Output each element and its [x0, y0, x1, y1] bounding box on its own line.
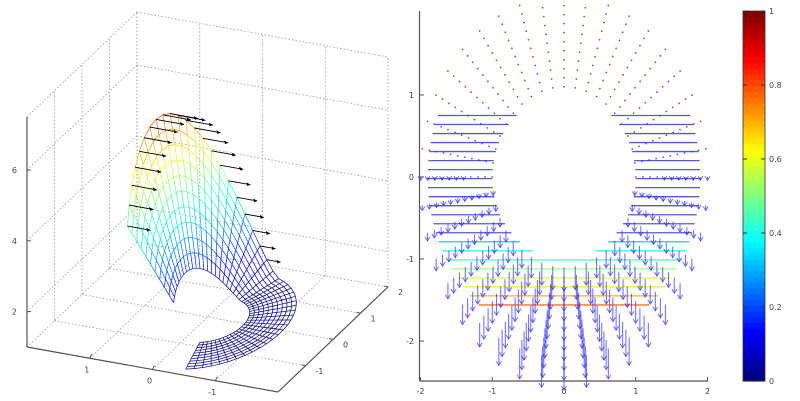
- colorbar-tick-label: 0.8: [769, 81, 782, 90]
- colorbar-tick-label: 1: [769, 7, 774, 16]
- x-tick-label: -2: [417, 387, 425, 396]
- x-tick-label: 0: [561, 387, 566, 396]
- right-quiver-axes: 1 0 -1 -2 -2 -1 0 1 2: [406, 4, 711, 396]
- y-tick-label: 0: [409, 173, 414, 182]
- y-tick-label: 1: [371, 314, 376, 323]
- grid-3d: [26, 11, 389, 393]
- y-tick-label: 1: [409, 91, 414, 100]
- z-tick-label: 2: [12, 308, 17, 317]
- y-tick-label: 0: [343, 341, 348, 350]
- normal-arrows: [127, 113, 281, 264]
- colorbar-tick-label: 0: [769, 377, 774, 386]
- colorbar-tick-label: 0.4: [769, 229, 782, 238]
- x-tick-label: -1: [488, 387, 496, 396]
- surface-mesh: [127, 113, 297, 370]
- x-tick-label: 0: [147, 377, 152, 386]
- axes-3d: 2 4 6 1 0 -1 -1 0 1 2: [12, 117, 403, 397]
- axes-2d: 1 0 -1 -2 -2 -1 0 1 2: [406, 11, 710, 396]
- colorbar-tick-label: 0.2: [769, 303, 782, 312]
- y-tick-label: -2: [406, 337, 414, 346]
- colorbar-frame: [742, 10, 766, 382]
- left-3d-axes: 2 4 6 1 0 -1 -1 0 1 2: [12, 11, 403, 397]
- y-tick-label: -1: [406, 255, 414, 264]
- colorbar: 1 0.8 0.6 0.4 0.2 0: [742, 7, 782, 386]
- y-tick-label: 2: [398, 288, 403, 297]
- y-tick-label: -1: [316, 367, 324, 376]
- z-tick-label: 6: [12, 166, 17, 175]
- quiver-arrows: [417, 4, 711, 391]
- x-tick-label: 1: [633, 387, 638, 396]
- x-tick-label: 1: [84, 365, 89, 374]
- colorbar-tick-label: 0.6: [769, 155, 782, 164]
- z-tick-label: 4: [12, 237, 17, 246]
- contour-lines: [427, 114, 701, 306]
- x-tick-label: 2: [705, 387, 710, 396]
- x-tick-label: -1: [208, 388, 216, 397]
